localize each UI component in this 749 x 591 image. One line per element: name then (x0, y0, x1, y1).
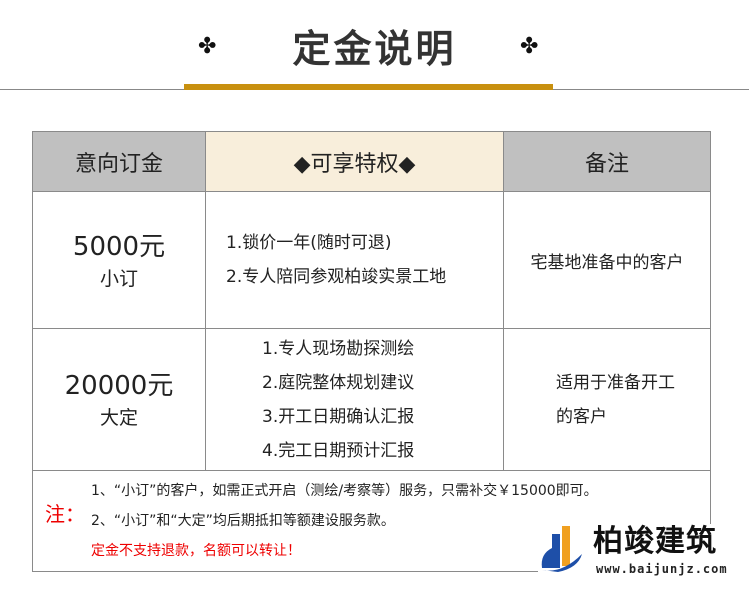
page-title: 定金说明 (292, 27, 457, 71)
table-row: 5000元小订 1.锁价一年(随时可退) 2.专人陪同参观柏竣实景工地 宅基地准… (32, 191, 711, 329)
amount: 5000元 (72, 231, 166, 262)
refund-warning: 定金不支持退款，名额可以转让！ (91, 543, 301, 559)
remark-cell: 宅基地准备中的客户 (503, 191, 711, 329)
remark: 的客户 (556, 406, 607, 427)
deposit-cell: 5000元小订 (32, 191, 206, 329)
deposit-type: 小订 (99, 267, 138, 290)
privileges-cell: 1.锁价一年(随时可退) 2.专人陪同参观柏竣实景工地 (205, 191, 504, 329)
title-underline (184, 84, 553, 90)
privileges-cell: 1.专人现场勘探测绘 2.庭院整体规划建议 3.开工日期确认汇报 4.完工日期预… (205, 328, 504, 471)
amount: 20000元 (64, 371, 174, 401)
remark: 宅基地准备中的客户 (530, 252, 684, 273)
deposit-type: 大定 (99, 407, 138, 429)
brand-logo: 柏竣建筑 www.baijunjz.com (538, 524, 738, 580)
deposit-table: 意向订金 ◆可享特权◆ 备注 5000元小订 1.锁价一年(随时可退) 2.专人… (32, 131, 711, 471)
ornament-icon: ✤ (520, 34, 539, 59)
notes-label: 注： (45, 502, 85, 526)
notes-box: 注： 1、“小订”的客户，如需正式开启（测绘/考察等）服务，只需补交￥15000… (32, 470, 711, 572)
header-deposit: 意向订金 (32, 131, 206, 192)
deposit-cell: 20000元大定 (32, 328, 206, 471)
header-privileges: ◆可享特权◆ (205, 131, 504, 192)
remark-cell: 适用于准备开工 的客户 (503, 328, 711, 471)
privilege-item: 2.庭院整体规划建议 (262, 372, 415, 393)
privilege-item: 2.专人陪同参观柏竣实景工地 (226, 267, 447, 287)
logo-url: www.baijunjz.com (596, 562, 728, 576)
building-logo-icon (541, 526, 582, 572)
privilege-item: 3.开工日期确认汇报 (262, 406, 415, 427)
privilege-item: 4.完工日期预计汇报 (262, 440, 415, 461)
privilege-item: 1.锁价一年(随时可退) (226, 233, 392, 253)
table-row: 20000元大定 1.专人现场勘探测绘 2.庭院整体规划建议 3.开工日期确认汇… (32, 328, 711, 471)
remark: 适用于准备开工 (556, 372, 675, 393)
note-item: 1、“小订”的客户，如需正式开启（测绘/考察等）服务，只需补交￥15000即可。 (91, 483, 598, 499)
ornament-icon: ✤ (198, 34, 217, 59)
header-remark: 备注 (503, 131, 711, 192)
note-item: 2、“小订”和“大定”均后期抵扣等额建设服务款。 (91, 513, 395, 529)
privilege-item: 1.专人现场勘探测绘 (262, 338, 415, 359)
logo-name: 柏竣建筑 (593, 524, 717, 559)
